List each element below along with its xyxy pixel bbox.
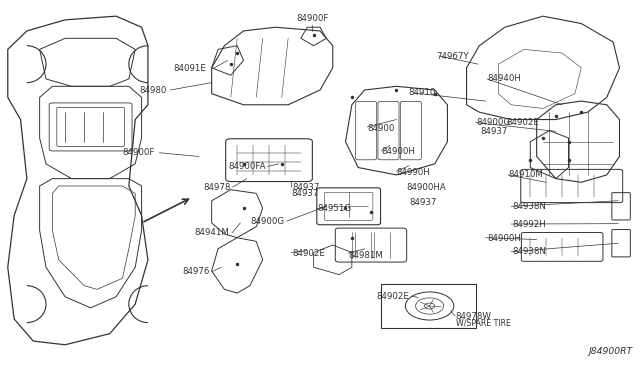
- Text: 84937: 84937: [409, 198, 436, 207]
- Text: 84900: 84900: [368, 124, 395, 133]
- Text: 84941M: 84941M: [195, 228, 230, 237]
- Text: 84900HA: 84900HA: [406, 183, 446, 192]
- Text: 84902E: 84902E: [506, 118, 539, 127]
- Text: 84902E: 84902E: [376, 292, 409, 301]
- Text: 84900G: 84900G: [476, 118, 510, 127]
- Text: 84091E: 84091E: [173, 64, 207, 73]
- Text: 84900H: 84900H: [487, 234, 521, 243]
- Text: 84900G: 84900G: [251, 217, 285, 225]
- Text: 84900H: 84900H: [382, 147, 416, 156]
- Text: 84940H: 84940H: [487, 74, 521, 83]
- Text: 84900FA: 84900FA: [228, 162, 266, 171]
- Text: 84937: 84937: [292, 183, 319, 192]
- Text: 84981M: 84981M: [349, 251, 383, 260]
- Text: 84992H: 84992H: [513, 220, 546, 229]
- Text: 84951G: 84951G: [317, 204, 351, 214]
- Text: 84938N: 84938N: [513, 247, 547, 256]
- Text: 84978W: 84978W: [456, 312, 492, 321]
- Text: 84980: 84980: [140, 86, 167, 94]
- Text: 84976: 84976: [182, 267, 210, 276]
- Text: 84900F: 84900F: [122, 148, 154, 157]
- Text: 84978: 84978: [204, 183, 231, 192]
- Text: 74967Y: 74967Y: [436, 52, 468, 61]
- Text: 84938N: 84938N: [513, 202, 547, 211]
- Text: 84910M: 84910M: [509, 170, 543, 179]
- Text: 84937: 84937: [291, 189, 319, 198]
- Text: J84900RT: J84900RT: [588, 347, 632, 356]
- Text: 84900F: 84900F: [296, 14, 328, 23]
- Text: 84937: 84937: [481, 127, 508, 136]
- Text: 84910: 84910: [408, 89, 435, 97]
- Text: W/SPARE TIRE: W/SPARE TIRE: [456, 318, 511, 327]
- Text: 84990H: 84990H: [396, 168, 430, 177]
- Text: 84902E: 84902E: [292, 249, 325, 258]
